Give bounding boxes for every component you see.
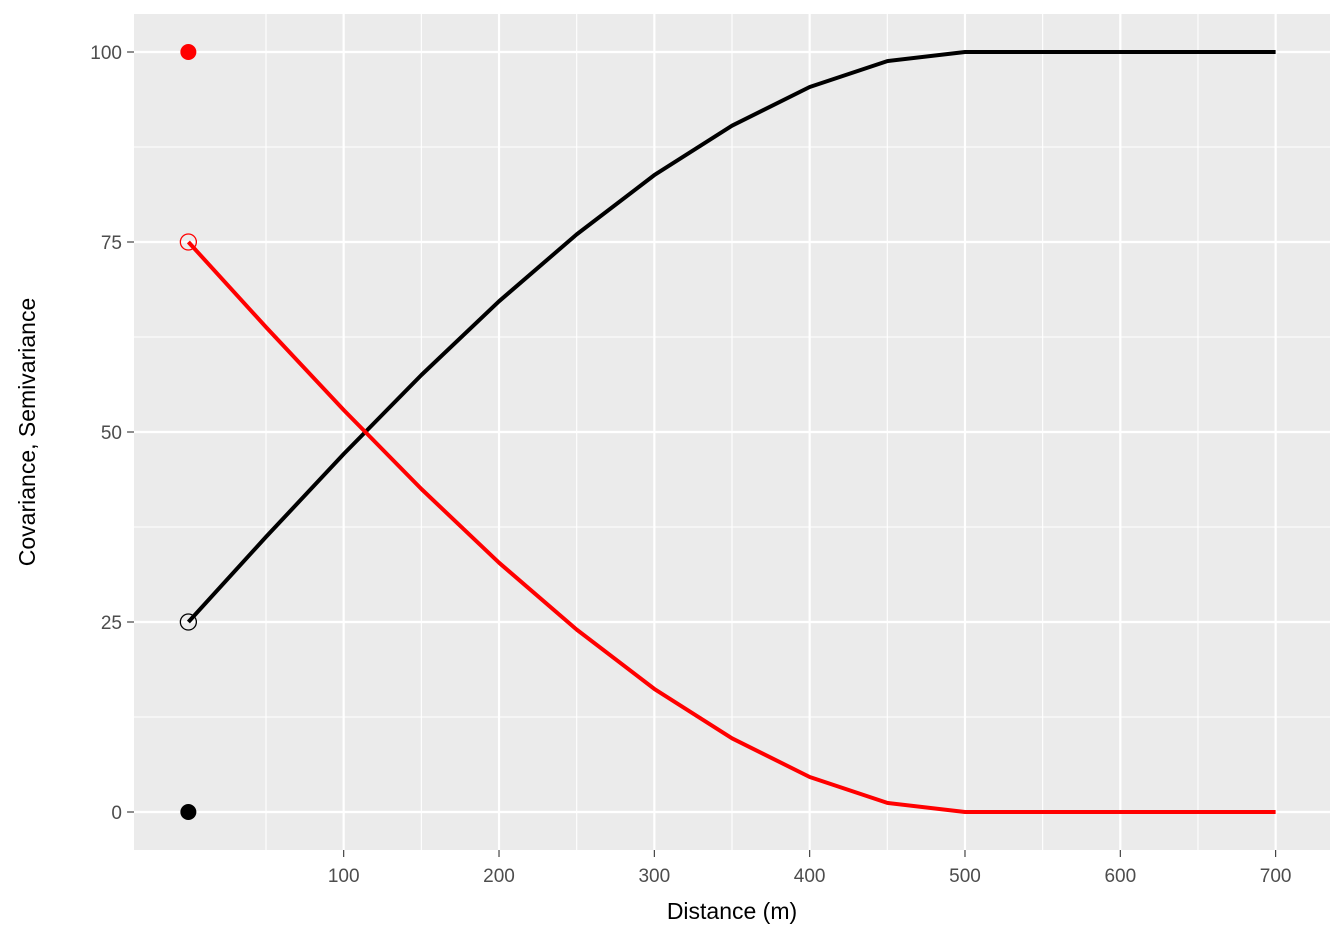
x-tick-label: 400 — [794, 866, 826, 887]
y-tick-label: 75 — [101, 233, 122, 254]
x-tick-label: 600 — [1104, 866, 1136, 887]
data-point-2 — [179, 233, 198, 251]
y-tick-label: 0 — [111, 803, 122, 824]
x-tick-label: 300 — [638, 866, 670, 887]
y-tick-label: 100 — [90, 43, 122, 64]
series-lines — [186, 50, 1276, 814]
x-axis-title: Distance (m) — [667, 898, 797, 924]
series-line-1 — [186, 50, 1276, 624]
y-tick-label: 50 — [101, 423, 122, 444]
x-tick-label: 100 — [328, 866, 360, 887]
x-tick-label: 200 — [483, 866, 515, 887]
y-axis-ticks: 0 25 50 75 100 — [90, 43, 134, 824]
data-point-1 — [180, 44, 197, 60]
y-tick-label: 25 — [101, 613, 122, 634]
x-tick-label: 500 — [949, 866, 981, 887]
x-tick-label: 700 — [1260, 866, 1292, 887]
data-point-4 — [180, 804, 197, 820]
y-axis-title: Covariance, Semivariance — [14, 298, 40, 566]
series-line-2 — [186, 240, 1276, 814]
point-marks — [179, 44, 198, 820]
x-axis-ticks: 100 200 300 400 500 600 700 — [328, 850, 1292, 887]
data-point-3 — [179, 613, 198, 631]
